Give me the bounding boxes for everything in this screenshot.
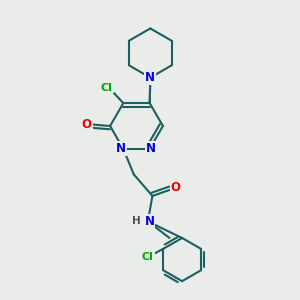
Text: O: O: [171, 181, 181, 194]
Text: N: N: [116, 142, 126, 155]
Text: N: N: [146, 142, 156, 155]
Text: Cl: Cl: [101, 82, 113, 92]
Text: Cl: Cl: [142, 252, 154, 262]
Text: N: N: [145, 71, 155, 84]
Text: H: H: [132, 217, 141, 226]
Text: N: N: [144, 215, 154, 228]
Text: O: O: [82, 118, 92, 131]
